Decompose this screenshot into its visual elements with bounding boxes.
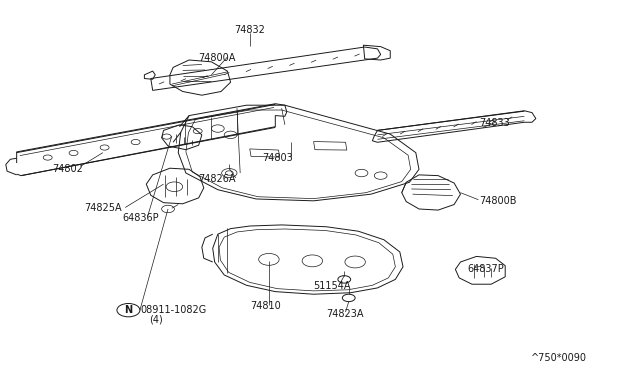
Text: (4): (4)	[149, 314, 163, 324]
Text: 74823A: 74823A	[326, 309, 364, 319]
Text: 74826A: 74826A	[198, 174, 236, 184]
Text: 74800B: 74800B	[479, 196, 517, 206]
Text: 51154A: 51154A	[314, 281, 351, 291]
Text: ^750*0090: ^750*0090	[531, 353, 587, 363]
Text: 74803: 74803	[262, 153, 293, 163]
Text: 74810: 74810	[250, 301, 280, 311]
Text: 74833: 74833	[479, 118, 511, 128]
Text: N: N	[124, 305, 132, 315]
Text: 64836P: 64836P	[122, 212, 159, 222]
Text: 74800A: 74800A	[198, 53, 236, 63]
Text: 74825A: 74825A	[84, 203, 122, 213]
Text: 08911-1082G: 08911-1082G	[140, 305, 206, 315]
Text: 74832: 74832	[234, 25, 265, 35]
Text: 64837P: 64837P	[467, 264, 504, 275]
Text: 74802: 74802	[52, 164, 83, 174]
